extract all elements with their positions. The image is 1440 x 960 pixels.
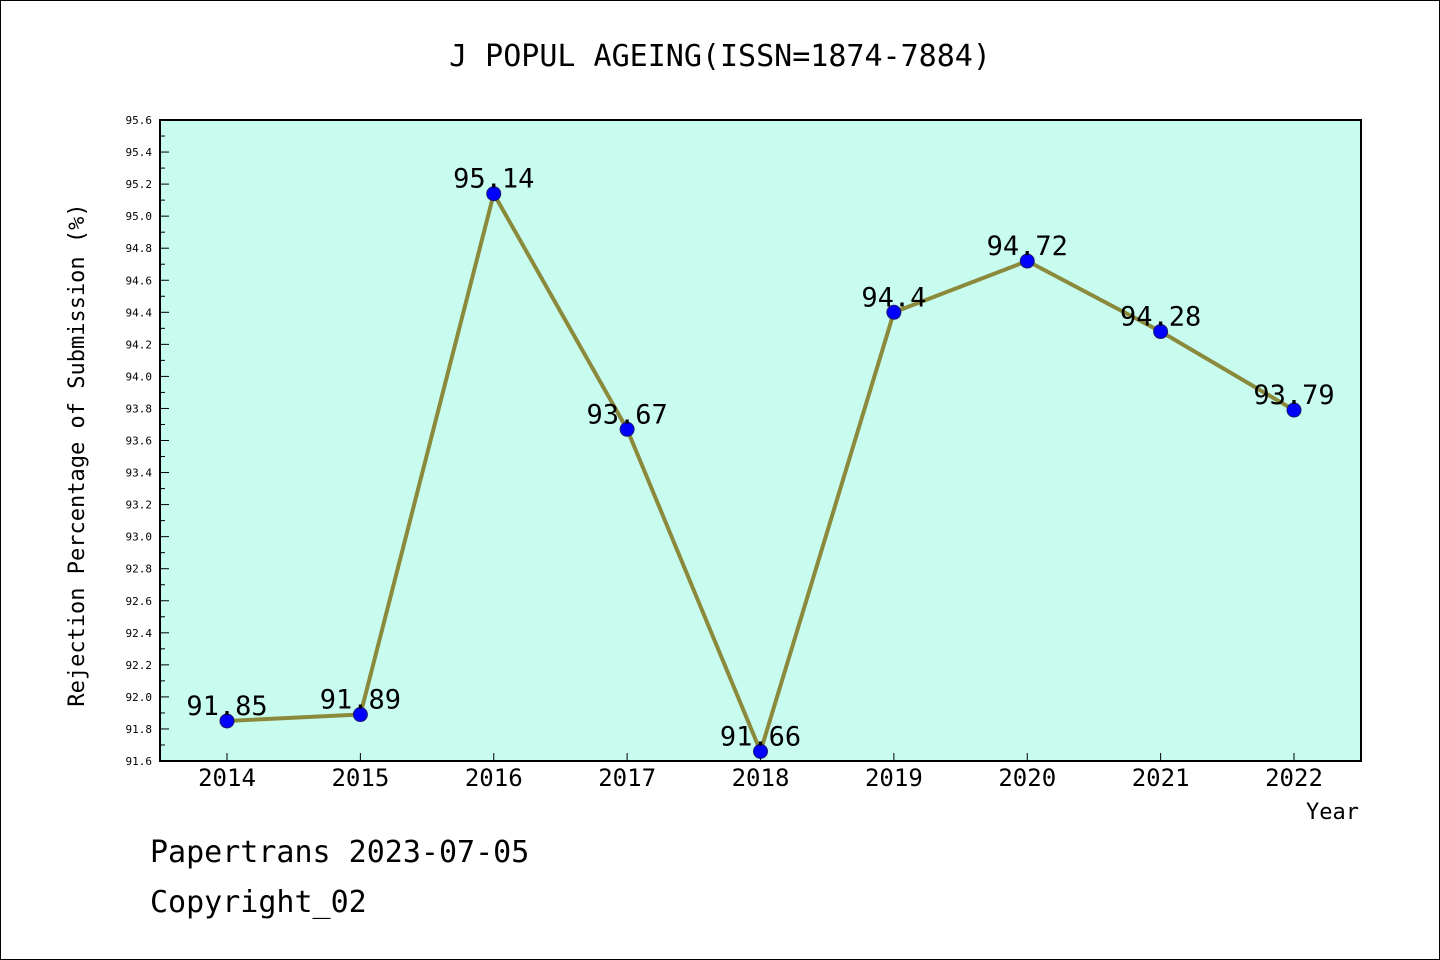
- y-tick-label: 94.6: [126, 274, 153, 287]
- y-tick-label: 92.4: [126, 627, 153, 640]
- data-label: 93.67: [586, 399, 667, 430]
- x-tick-label: 2018: [732, 764, 790, 792]
- y-tick-label: 94.2: [126, 338, 153, 351]
- footer-copyright: Copyright_02: [150, 885, 367, 920]
- chart-title: J POPUL AGEING(ISSN=1874-7884): [449, 39, 991, 74]
- plot-area: [159, 119, 1362, 762]
- y-axis-label: Rejection Percentage of Submission (%): [65, 203, 90, 706]
- x-tick-label: 2019: [865, 764, 923, 792]
- data-labels: 91.85 91.89 95.14 93.67 91.66 94.4 94.72 94.28 9…: [186, 164, 1334, 753]
- data-point: [352, 707, 368, 723]
- y-tick-label: 94.8: [126, 242, 153, 255]
- data-point: [753, 743, 768, 759]
- y-tick-label: 92.6: [126, 595, 153, 608]
- y-tick-label: 95.4: [126, 146, 153, 159]
- y-tick-label: 93.6: [126, 435, 153, 448]
- y-tick-label: 91.8: [126, 723, 153, 736]
- data-label: 94.28: [1120, 302, 1201, 333]
- data-point: [619, 421, 635, 437]
- x-axis-label: Year: [1306, 800, 1359, 825]
- x-tick-label: 2014: [198, 764, 256, 792]
- data-label: 91.66: [720, 721, 801, 752]
- x-tick-label: 2015: [331, 764, 389, 792]
- x-tick-label: 2021: [1132, 764, 1190, 792]
- y-tick-label: 95.6: [126, 114, 153, 127]
- footer-date: Papertrans 2023-07-05: [150, 835, 530, 870]
- y-tick-label: 93.0: [126, 531, 153, 544]
- data-label: 94.72: [987, 231, 1068, 262]
- data-label: 91.89: [320, 685, 401, 716]
- y-tick-label: 92.0: [126, 691, 153, 704]
- y-tick-label: 94.0: [126, 370, 153, 383]
- data-point: [1153, 324, 1169, 340]
- y-tick-label: 92.2: [126, 659, 153, 672]
- data-point: [1286, 402, 1302, 418]
- series-line-group: [219, 186, 1302, 759]
- y-tick-label: 94.4: [126, 306, 153, 319]
- data-label: 91.85: [186, 691, 267, 722]
- x-tick-label: 2016: [465, 764, 523, 792]
- x-axis: 2014 2015 2016 2017 2018 2019 2020 2021 2022: [198, 753, 1323, 792]
- data-point: [1019, 253, 1035, 269]
- data-point: [486, 186, 502, 202]
- x-tick-label: 2020: [998, 764, 1056, 792]
- y-tick-label: 91.6: [126, 755, 153, 768]
- data-point: [219, 713, 235, 729]
- x-tick-label: 2017: [598, 764, 656, 792]
- data-label: 93.79: [1253, 380, 1334, 411]
- y-tick-label: 93.2: [126, 499, 153, 512]
- y-tick-label: 93.4: [126, 467, 153, 480]
- data-point: [886, 304, 902, 320]
- y-tick-label: 93.8: [126, 402, 153, 415]
- y-tick-label: 92.8: [126, 563, 153, 576]
- x-tick-label: 2022: [1265, 764, 1323, 792]
- y-tick-label: 95.2: [126, 178, 153, 191]
- data-label: 94.4: [861, 282, 926, 313]
- data-label: 95.14: [453, 164, 534, 195]
- y-tick-label: 95.0: [126, 210, 153, 223]
- y-axis: 91.6 91.8 92.0 92.2 92.4 92.6 92.8 93.0 93.2 93.4…: [126, 114, 169, 768]
